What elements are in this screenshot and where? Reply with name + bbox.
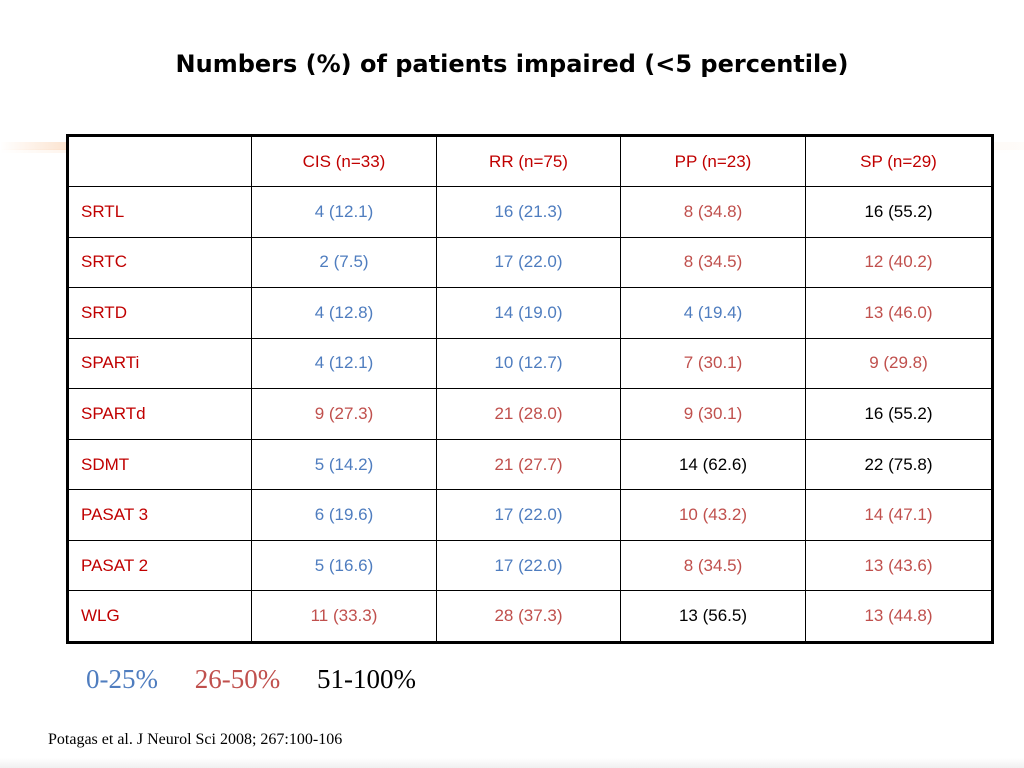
legend-item-mid: 26-50% (194, 664, 281, 694)
table-cell: 4 (12.1) (251, 337, 437, 390)
row-label: SRTL (67, 186, 252, 238)
row-label: SRTD (67, 287, 252, 339)
table-cell: 16 (21.3) (436, 186, 621, 238)
row-label: SPARTi (67, 337, 252, 390)
color-legend: 0-25% 26-50% 51-100% (86, 664, 446, 695)
table-cell: 7 (30.1) (620, 337, 806, 390)
table-cell: 6 (19.6) (251, 489, 437, 541)
row-label: PASAT 2 (67, 539, 252, 592)
table-row: SRTD 4 (12.8) 14 (19.0) 4 (19.4) 13 (46.0) (67, 287, 993, 339)
bottom-fade (0, 758, 1024, 768)
table-cell: 4 (12.8) (251, 287, 437, 339)
table-cell: 13 (43.6) (805, 539, 993, 592)
table-row: SRTC 2 (7.5) 17 (22.0) 8 (34.5) 12 (40.2) (67, 236, 993, 289)
table-cell: 2 (7.5) (251, 236, 437, 289)
column-header-pp: PP (n=23) (620, 135, 806, 187)
table-cell: 10 (43.2) (620, 489, 806, 541)
table-row: SRTL 4 (12.1) 16 (21.3) 8 (34.8) 16 (55.2) (67, 186, 993, 238)
table-cell: 13 (44.8) (805, 590, 993, 643)
table-header-row: CIS (n=33) RR (n=75) PP (n=23) SP (n=29) (67, 135, 993, 187)
table-row: SDMT 5 (14.2) 21 (27.7) 14 (62.6) 22 (75.8) (67, 438, 993, 491)
table-cell: 10 (12.7) (436, 337, 621, 390)
row-label: SRTC (67, 236, 252, 289)
impairment-table: CIS (n=33) RR (n=75) PP (n=23) SP (n=29)… (66, 134, 994, 644)
citation: Potagas et al. J Neurol Sci 2008; 267:10… (48, 731, 343, 748)
table-row: WLG 11 (33.3) 28 (37.3) 13 (56.5) 13 (44.8) (67, 590, 993, 643)
column-header-cis: CIS (n=33) (251, 135, 437, 187)
row-label: PASAT 3 (67, 489, 252, 541)
table-cell: 17 (22.0) (436, 539, 621, 592)
header-corner-cell (67, 135, 252, 187)
table-cell: 16 (55.2) (805, 388, 993, 440)
table-cell: 21 (28.0) (436, 388, 621, 440)
table-cell: 12 (40.2) (805, 236, 993, 289)
slide-title: Numbers (%) of patients impaired (<5 per… (175, 50, 849, 78)
table-cell: 16 (55.2) (805, 186, 993, 238)
table-cell: 17 (22.0) (436, 489, 621, 541)
table-cell: 8 (34.5) (620, 236, 806, 289)
table-cell: 9 (27.3) (251, 388, 437, 440)
legend-item-high: 51-100% (316, 664, 416, 694)
table-cell: 9 (30.1) (620, 388, 806, 440)
table-cell: 5 (16.6) (251, 539, 437, 592)
table-cell: 5 (14.2) (251, 438, 437, 491)
table-cell: 28 (37.3) (436, 590, 621, 643)
table-cell: 14 (62.6) (620, 438, 806, 491)
table-cell: 11 (33.3) (251, 590, 437, 643)
table-cell: 9 (29.8) (805, 337, 993, 390)
table-cell: 14 (47.1) (805, 489, 993, 541)
row-label: SPARTd (67, 388, 252, 440)
table-cell: 13 (46.0) (805, 287, 993, 339)
column-header-sp: SP (n=29) (805, 135, 993, 187)
table-cell: 13 (56.5) (620, 590, 806, 643)
table-cell: 22 (75.8) (805, 438, 993, 491)
table-row: SPARTd 9 (27.3) 21 (28.0) 9 (30.1) 16 (55.2) (67, 388, 993, 440)
table-cell: 21 (27.7) (436, 438, 621, 491)
legend-item-low: 0-25% (86, 664, 158, 694)
table-cell: 4 (19.4) (620, 287, 806, 339)
column-header-rr: RR (n=75) (436, 135, 621, 187)
table-row: SPARTi 4 (12.1) 10 (12.7) 7 (30.1) 9 (29.8) (67, 337, 993, 390)
table-cell: 17 (22.0) (436, 236, 621, 289)
table-cell: 14 (19.0) (436, 287, 621, 339)
table-cell: 4 (12.1) (251, 186, 437, 238)
table-cell: 8 (34.5) (620, 539, 806, 592)
table-cell: 8 (34.8) (620, 186, 806, 238)
row-label: WLG (67, 590, 252, 643)
row-label: SDMT (67, 438, 252, 491)
